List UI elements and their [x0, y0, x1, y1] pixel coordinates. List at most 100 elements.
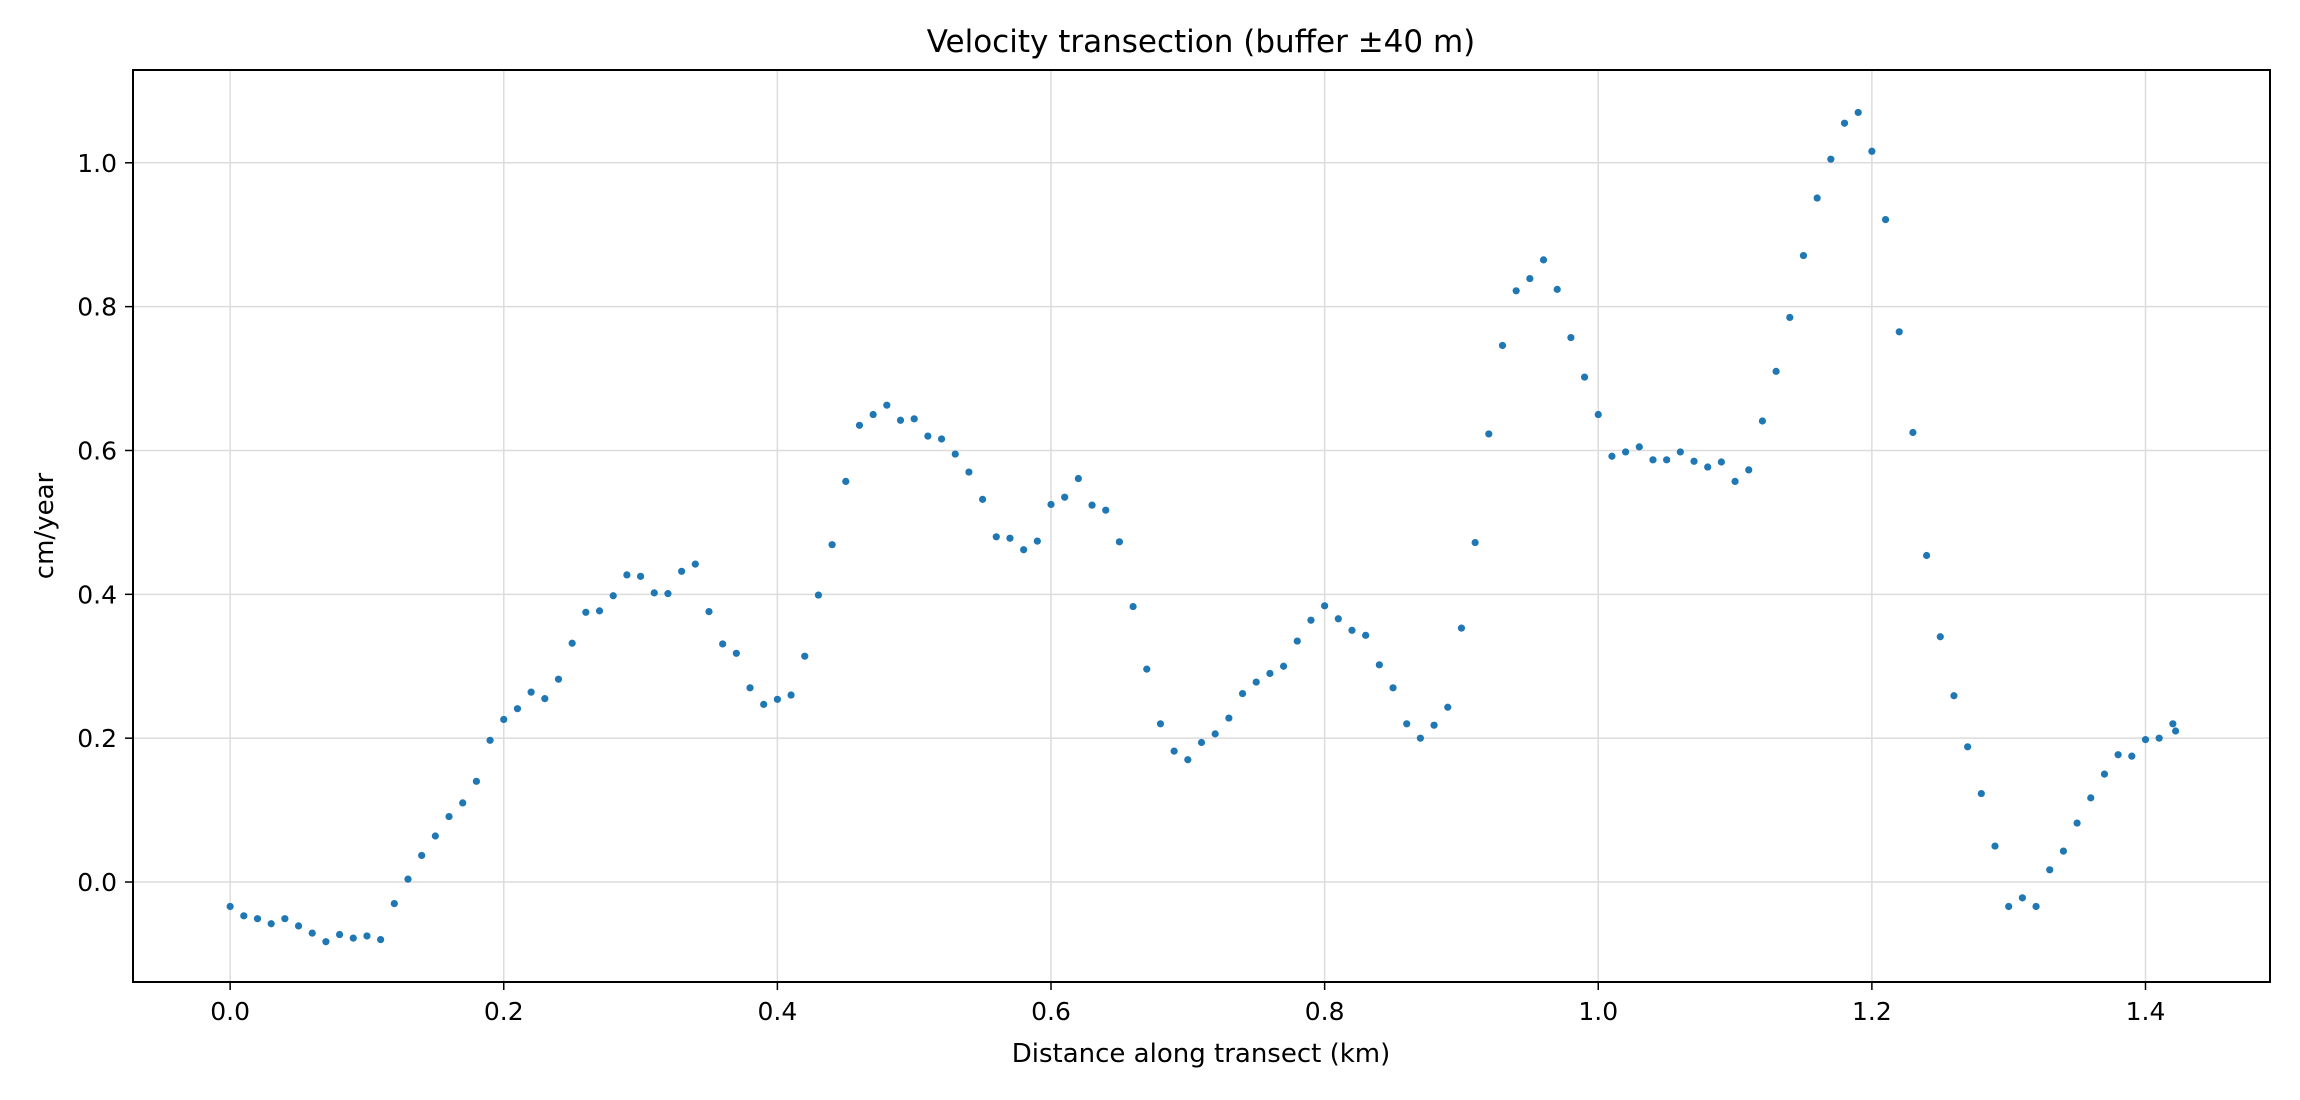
- data-point: [1293, 637, 1301, 645]
- data-point: [322, 938, 330, 946]
- data-point: [459, 799, 467, 807]
- data-point: [1279, 662, 1288, 670]
- data-point: [1936, 633, 1944, 641]
- data-point: [377, 935, 385, 944]
- data-point: [1074, 474, 1082, 483]
- y-tick-label: 0.4: [77, 580, 117, 609]
- data-point: [1444, 703, 1452, 711]
- data-point: [1964, 743, 1972, 751]
- data-point: [719, 640, 727, 648]
- data-point: [1854, 108, 1862, 117]
- data-point: [1608, 452, 1616, 460]
- data-point: [1430, 721, 1438, 729]
- data-point: [308, 929, 316, 937]
- data-point: [1170, 747, 1178, 755]
- data-point: [1772, 367, 1780, 375]
- x-tick-label: 0.4: [758, 997, 798, 1026]
- y-axis-label: cm/year: [30, 472, 60, 579]
- data-point: [267, 920, 275, 928]
- data-point: [1211, 730, 1219, 738]
- y-tick-label: 1.0: [77, 149, 117, 178]
- data-point: [1991, 842, 1999, 850]
- data-point: [1115, 538, 1124, 546]
- data-point: [294, 922, 303, 930]
- data-point: [2171, 727, 2180, 735]
- data-point: [992, 533, 1000, 541]
- data-point: [910, 415, 918, 423]
- data-point: [2087, 794, 2095, 802]
- x-tick-label: 1.0: [1578, 997, 1618, 1026]
- data-point: [1143, 665, 1151, 673]
- x-tick-label: 0.2: [484, 997, 524, 1026]
- data-point: [1129, 602, 1137, 611]
- data-point: [1827, 155, 1835, 163]
- data-point: [1690, 457, 1698, 465]
- y-tick-label: 0.0: [77, 868, 117, 897]
- data-point: [773, 695, 781, 703]
- data-point: [965, 468, 973, 476]
- y-tick-label: 0.8: [77, 293, 117, 322]
- data-point: [1745, 466, 1753, 474]
- data-point: [253, 915, 262, 923]
- data-point: [2032, 902, 2040, 911]
- data-point: [1923, 551, 1931, 560]
- x-tick-label: 1.4: [2126, 997, 2166, 1026]
- data-point: [500, 715, 508, 724]
- data-points: [226, 108, 2180, 946]
- chart-title: Velocity transection (buffer ±40 m): [927, 24, 1476, 60]
- data-point: [1088, 501, 1096, 509]
- data-point: [705, 607, 713, 616]
- data-point: [1362, 631, 1370, 639]
- data-point: [2141, 736, 2150, 744]
- data-point: [595, 607, 604, 615]
- data-point: [2100, 770, 2109, 778]
- data-point: [828, 541, 836, 549]
- data-point: [445, 812, 453, 821]
- data-point: [1553, 285, 1561, 293]
- data-point: [335, 930, 344, 939]
- data-point: [760, 700, 768, 708]
- data-point: [869, 410, 877, 419]
- data-point: [1225, 714, 1233, 722]
- data-point: [349, 934, 357, 942]
- data-point: [1676, 448, 1684, 456]
- data-point: [746, 684, 754, 692]
- data-point: [1881, 216, 1890, 224]
- data-point: [1238, 689, 1247, 698]
- data-point: [1704, 463, 1712, 471]
- data-point: [568, 639, 576, 647]
- data-point: [1047, 500, 1055, 509]
- data-point: [2128, 752, 2136, 760]
- data-point: [527, 688, 535, 696]
- data-point: [896, 416, 905, 424]
- y-tick-label: 0.6: [77, 436, 117, 465]
- data-point: [1799, 251, 1808, 260]
- data-point: [732, 649, 740, 657]
- data-point: [1526, 274, 1534, 283]
- data-point: [1184, 756, 1192, 764]
- data-point: [1909, 428, 1917, 437]
- data-point: [1266, 669, 1274, 678]
- data-point: [582, 608, 590, 616]
- data-point: [1307, 616, 1315, 624]
- data-point: [1663, 456, 1671, 464]
- data-point: [1813, 194, 1821, 202]
- data-point: [1457, 624, 1466, 632]
- data-point: [1539, 256, 1548, 264]
- data-point: [472, 777, 480, 785]
- data-point: [1567, 333, 1575, 342]
- data-point: [1102, 506, 1110, 514]
- data-point: [787, 691, 795, 699]
- data-point: [2169, 720, 2177, 728]
- data-point: [1786, 313, 1794, 322]
- data-point: [390, 900, 398, 908]
- data-point: [1389, 684, 1397, 692]
- data-point: [678, 567, 686, 575]
- y-tick-label: 0.2: [77, 724, 117, 753]
- data-point: [1498, 341, 1507, 350]
- data-point: [541, 695, 549, 703]
- data-point: [2073, 819, 2081, 827]
- data-point: [691, 560, 699, 568]
- data-point: [486, 736, 494, 744]
- data-point: [2114, 751, 2122, 759]
